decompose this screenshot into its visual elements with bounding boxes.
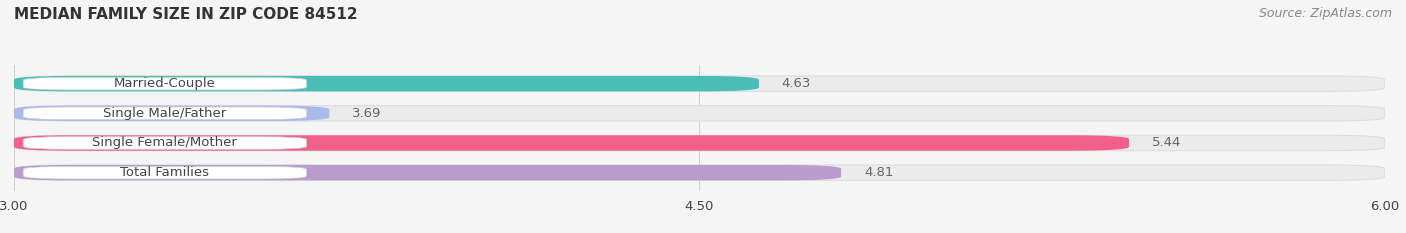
Text: 4.81: 4.81	[863, 166, 893, 179]
FancyBboxPatch shape	[22, 107, 307, 120]
Text: Married-Couple: Married-Couple	[114, 77, 215, 90]
Text: Single Female/Mother: Single Female/Mother	[93, 137, 238, 150]
Text: Total Families: Total Families	[121, 166, 209, 179]
Text: 5.44: 5.44	[1152, 137, 1181, 150]
FancyBboxPatch shape	[14, 135, 1129, 151]
FancyBboxPatch shape	[14, 106, 1385, 121]
FancyBboxPatch shape	[14, 165, 841, 180]
FancyBboxPatch shape	[14, 76, 1385, 91]
Text: 4.63: 4.63	[782, 77, 811, 90]
FancyBboxPatch shape	[14, 165, 1385, 180]
Text: Source: ZipAtlas.com: Source: ZipAtlas.com	[1258, 7, 1392, 20]
Text: Single Male/Father: Single Male/Father	[103, 107, 226, 120]
FancyBboxPatch shape	[22, 166, 307, 179]
FancyBboxPatch shape	[14, 106, 329, 121]
Text: MEDIAN FAMILY SIZE IN ZIP CODE 84512: MEDIAN FAMILY SIZE IN ZIP CODE 84512	[14, 7, 357, 22]
FancyBboxPatch shape	[22, 137, 307, 149]
Text: 3.69: 3.69	[352, 107, 381, 120]
FancyBboxPatch shape	[14, 76, 759, 91]
FancyBboxPatch shape	[22, 77, 307, 90]
FancyBboxPatch shape	[14, 135, 1385, 151]
